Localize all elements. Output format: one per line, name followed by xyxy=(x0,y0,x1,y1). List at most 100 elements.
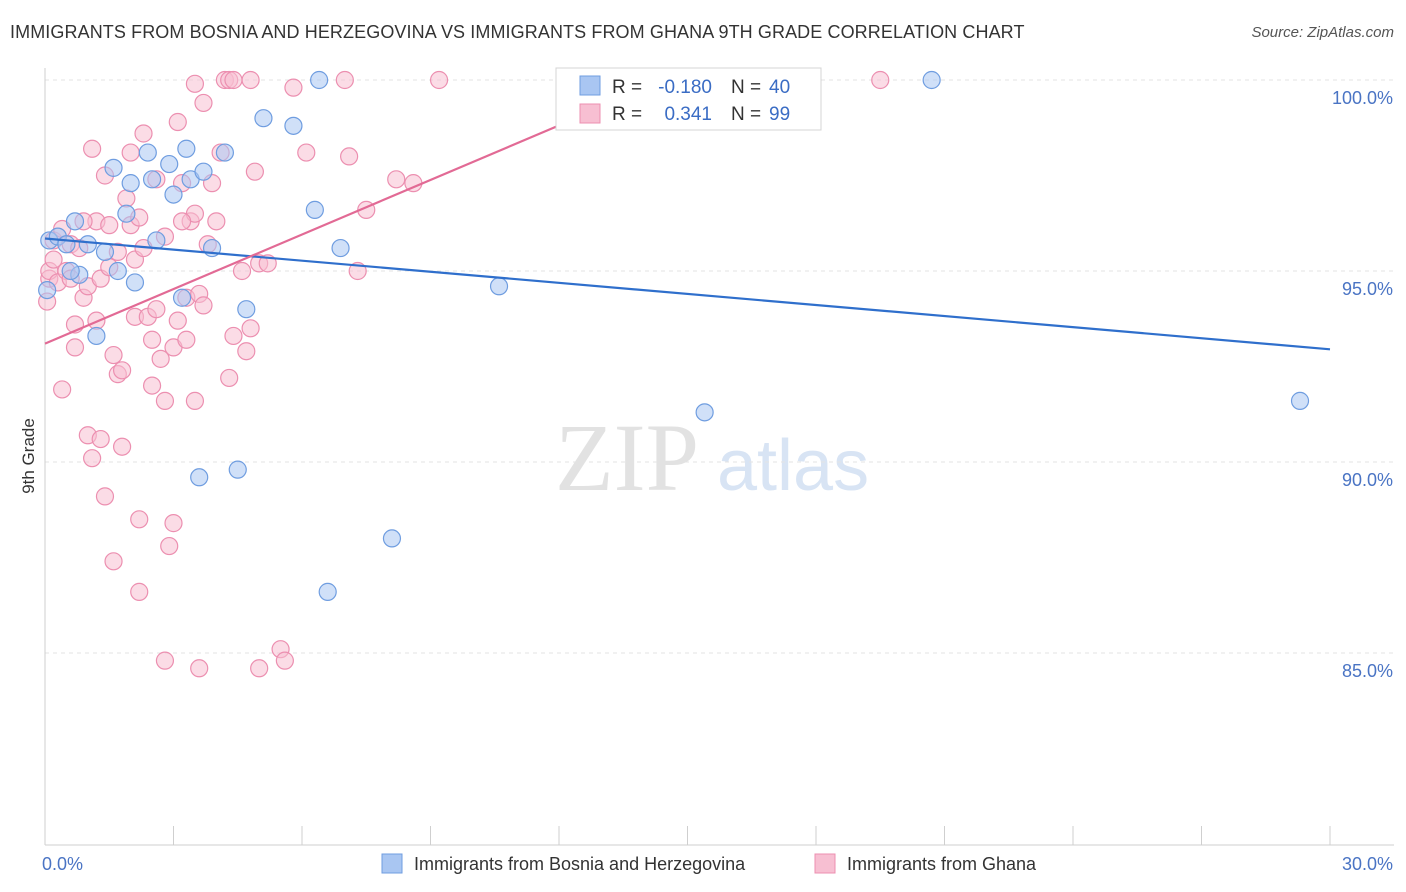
ghana-point-75 xyxy=(250,659,269,678)
legend-r-value-ghana: 0.341 xyxy=(664,104,712,125)
bosnia-point-21 xyxy=(194,162,213,181)
y-axis-label: 9th Grade xyxy=(19,418,38,494)
ghana-point-44 xyxy=(151,349,170,368)
bosnia-point-23 xyxy=(215,143,234,162)
ghana-point-3 xyxy=(44,250,63,269)
ghana-point-81 xyxy=(335,70,354,90)
bosnia-point-28 xyxy=(305,200,324,219)
ghana-point-96 xyxy=(241,70,260,90)
bottom-legend-swatch-bosnia xyxy=(381,853,403,874)
legend-n-label-ghana: N = xyxy=(731,104,761,125)
bosnia-point-20 xyxy=(190,468,209,487)
bosnia-point-34 xyxy=(695,403,714,422)
ghana-point-25 xyxy=(104,345,123,365)
ghana-point-68 xyxy=(220,368,239,388)
legend: R = -0.180 N = 40 R = 0.341 N = 99 xyxy=(555,67,822,131)
ghana-point-56 xyxy=(185,391,205,410)
ghana-point-31 xyxy=(121,143,140,162)
ghana-point-21 xyxy=(95,487,115,506)
legend-swatch-bosnia xyxy=(579,75,601,96)
ghana-point-16 xyxy=(83,449,102,468)
ghana-point-20 xyxy=(91,429,110,449)
ghana-point-11 xyxy=(65,338,85,357)
ghana-point-49 xyxy=(164,514,183,533)
ghana-point-72 xyxy=(241,319,260,338)
ghana-point-6 xyxy=(53,380,72,399)
y-tick-label-1: 90.0% xyxy=(1342,470,1393,490)
x-axis-ticks xyxy=(44,826,1331,845)
bosnia-point-27 xyxy=(284,116,303,135)
ghana-point-41 xyxy=(142,330,162,349)
ghana-point-47 xyxy=(160,536,179,556)
ghana-point-26 xyxy=(104,552,123,571)
watermark-zip: ZIP xyxy=(555,404,699,511)
legend-n-value-bosnia: 40 xyxy=(769,77,790,98)
ghana-point-70 xyxy=(232,261,252,281)
legend-r-label-ghana: R = xyxy=(612,104,642,125)
bosnia-point-24 xyxy=(228,460,247,479)
bosnia-point-25 xyxy=(237,300,256,319)
legend-r-label-bosnia: R = xyxy=(612,77,642,98)
trend-line-bosnia xyxy=(44,237,1331,351)
ghana-point-36 xyxy=(130,582,149,601)
bosnia-point-15 xyxy=(160,154,179,174)
ghana-point-23 xyxy=(100,216,119,235)
ghana-point-82 xyxy=(340,147,359,166)
ghana-point-42 xyxy=(147,300,166,319)
ghana-point-85 xyxy=(387,170,406,189)
ghana-point-94 xyxy=(155,651,175,670)
bosnia-point-39 xyxy=(121,174,140,193)
ghana-point-45 xyxy=(155,391,175,410)
watermark-atlas: atlas xyxy=(717,426,869,506)
bosnia-point-26 xyxy=(254,109,273,128)
bosnia-point-17 xyxy=(172,288,192,307)
ghana-point-78 xyxy=(275,651,294,670)
ghana-point-95 xyxy=(190,659,209,678)
bosnia-point-10 xyxy=(117,204,136,223)
series-bosnia-points xyxy=(38,70,1310,601)
ghana-point-73 xyxy=(245,162,264,181)
legend-n-value-ghana: 99 xyxy=(769,104,790,125)
ghana-point-98 xyxy=(83,139,102,158)
ghana-point-51 xyxy=(168,311,187,330)
ghana-point-50 xyxy=(168,112,187,132)
ghana-point-40 xyxy=(142,376,162,395)
bosnia-point-9 xyxy=(108,261,127,281)
bottom-legend-swatch-ghana xyxy=(814,853,836,874)
bosnia-point-7 xyxy=(95,242,115,261)
bosnia-point-5 xyxy=(78,235,97,254)
ghana-point-71 xyxy=(237,342,256,361)
bosnia-point-8 xyxy=(104,158,123,177)
ghana-point-93 xyxy=(172,212,192,231)
bosnia-point-11 xyxy=(125,273,145,292)
x-tick-label-min: 0.0% xyxy=(42,854,83,874)
bottom-legend-label-bosnia: Immigrants from Bosnia and Herzegovina xyxy=(414,854,746,874)
ghana-point-87 xyxy=(429,70,449,90)
chart-source: Source: ZipAtlas.com xyxy=(1251,24,1394,41)
ghana-point-79 xyxy=(284,78,303,97)
y-axis-tick-labels: 85.0% 90.0% 95.0% 100.0% xyxy=(1332,88,1393,681)
bosnia-point-29 xyxy=(310,70,329,90)
legend-r-value-bosnia: -0.180 xyxy=(658,77,712,98)
x-tick-label-max: 30.0% xyxy=(1342,854,1393,874)
bottom-legend: Immigrants from Bosnia and Herzegovina I… xyxy=(381,853,1037,874)
ghana-point-64 xyxy=(207,212,226,231)
bosnia-point-38 xyxy=(61,261,80,281)
ghana-point-61 xyxy=(194,296,213,315)
ghana-point-35 xyxy=(130,510,149,529)
bosnia-point-37 xyxy=(38,281,57,300)
ghana-point-97 xyxy=(224,70,243,90)
ghana-point-29 xyxy=(112,437,132,456)
ghana-point-88 xyxy=(871,70,890,90)
bosnia-point-33 xyxy=(489,277,509,296)
chart-title: IMMIGRANTS FROM BOSNIA AND HERZEGOVINA V… xyxy=(10,22,1025,42)
bosnia-point-12 xyxy=(138,143,157,162)
ghana-point-80 xyxy=(297,143,316,162)
bosnia-point-32 xyxy=(382,529,402,548)
bottom-legend-label-ghana: Immigrants from Ghana xyxy=(847,854,1037,874)
ghana-point-30 xyxy=(117,189,136,208)
bosnia-point-36 xyxy=(1290,391,1310,410)
bosnia-point-18 xyxy=(177,139,196,158)
ghana-point-69 xyxy=(224,326,243,346)
